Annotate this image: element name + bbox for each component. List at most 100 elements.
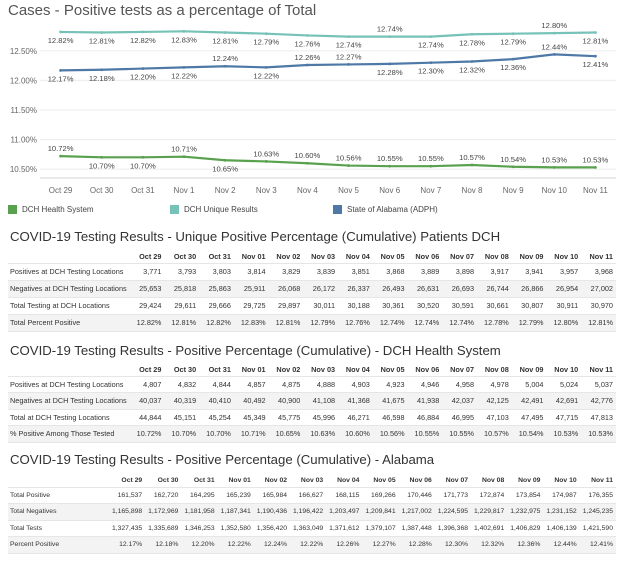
data-point[interactable] bbox=[182, 66, 186, 69]
table-cell: 29,611 bbox=[174, 301, 197, 310]
table-corner-cell bbox=[8, 363, 130, 376]
table-cell: 1,165,898 bbox=[109, 503, 146, 520]
column-header: Oct 30 bbox=[173, 364, 197, 374]
data-point[interactable] bbox=[264, 160, 268, 163]
table-cell: 25,653 bbox=[129, 280, 165, 297]
column-header: Oct 30 bbox=[157, 476, 179, 484]
table-cell: 1,209,841 bbox=[362, 503, 399, 520]
table-cell: 46,271 bbox=[347, 412, 370, 422]
data-point[interactable] bbox=[306, 63, 309, 67]
data-point[interactable] bbox=[429, 164, 433, 168]
data-point[interactable] bbox=[552, 52, 556, 56]
data-label: 12.32% bbox=[459, 65, 485, 74]
table-cell: 40,410 bbox=[199, 392, 234, 409]
table-cell: 1,187,341 bbox=[217, 503, 254, 520]
series-line-state-of-alabama-adph[interactable] bbox=[60, 53, 596, 72]
data-point[interactable] bbox=[388, 164, 392, 168]
data-point[interactable] bbox=[182, 29, 186, 33]
data-point[interactable] bbox=[100, 155, 104, 159]
data-point[interactable] bbox=[223, 64, 227, 68]
data-point[interactable] bbox=[594, 54, 597, 58]
data-point[interactable] bbox=[347, 164, 350, 167]
data-point[interactable] bbox=[223, 158, 227, 162]
data-point[interactable] bbox=[594, 31, 597, 34]
data-point[interactable] bbox=[223, 31, 227, 34]
table-row: Total Positive 161,537 162,720 164,295 165,2… bbox=[8, 487, 616, 504]
table-cell: 40,319 bbox=[164, 392, 200, 409]
table-cell: 1,406,139 bbox=[546, 524, 577, 532]
table-cell: 12.76% bbox=[338, 314, 373, 331]
row-label: Total Percent Positive bbox=[8, 314, 130, 331]
data-point[interactable] bbox=[100, 68, 104, 72]
table-cell: 42,691 bbox=[546, 392, 582, 409]
series-line-dch-health-system[interactable] bbox=[60, 155, 596, 169]
data-point[interactable] bbox=[347, 63, 350, 66]
legend-item-dch-unique-results[interactable]: DCH Unique Results bbox=[170, 205, 258, 214]
legend-swatch bbox=[333, 205, 342, 214]
data-label: 12.18% bbox=[89, 74, 115, 83]
table-cell: 5,004 bbox=[525, 379, 544, 389]
data-point[interactable] bbox=[388, 62, 392, 66]
data-point[interactable] bbox=[470, 163, 474, 167]
data-point[interactable] bbox=[264, 66, 268, 69]
table-cell: 12.22% bbox=[217, 536, 254, 553]
table-cell: 10.70% bbox=[199, 425, 234, 442]
table-cell: 3,814 bbox=[247, 267, 266, 276]
table-cell: 29,725 bbox=[243, 301, 266, 310]
table-cell: 41,938 bbox=[407, 392, 443, 409]
table-cell: 12.80% bbox=[546, 314, 582, 331]
data-point[interactable] bbox=[388, 35, 392, 39]
legend-item-dch-health-system[interactable]: DCH Health System bbox=[8, 205, 94, 214]
data-point[interactable] bbox=[182, 155, 186, 159]
column-header: Nov 01 bbox=[228, 476, 251, 484]
column-header: Nov 08 bbox=[484, 364, 509, 374]
data-point[interactable] bbox=[552, 31, 556, 35]
table-cell: 1,196,422 bbox=[290, 503, 327, 520]
table-cell: 46,598 bbox=[382, 412, 405, 422]
y-tick-label: 11.00% bbox=[10, 136, 37, 145]
table-title-dch-health-system: COVID-19 Testing Results - Positive Perc… bbox=[10, 343, 501, 358]
data-point[interactable] bbox=[59, 68, 62, 72]
data-point[interactable] bbox=[347, 35, 350, 39]
data-point[interactable] bbox=[59, 30, 62, 34]
table-cell: 27,002 bbox=[581, 280, 616, 297]
data-point[interactable] bbox=[141, 30, 145, 34]
table-cell: 30,807 bbox=[521, 301, 544, 310]
data-point[interactable] bbox=[100, 31, 104, 34]
table-cell: 41,368 bbox=[338, 392, 373, 409]
column-header: Oct 29 bbox=[139, 364, 162, 374]
column-header: Oct 31 bbox=[208, 364, 231, 374]
data-point[interactable] bbox=[511, 32, 515, 36]
column-header: Nov 07 bbox=[450, 364, 475, 374]
data-label: 10.63% bbox=[253, 149, 279, 158]
data-point[interactable] bbox=[306, 34, 309, 37]
data-label: 12.82% bbox=[130, 36, 156, 45]
data-point[interactable] bbox=[429, 35, 433, 39]
table-cell: 12.74% bbox=[372, 314, 408, 331]
data-point[interactable] bbox=[306, 161, 309, 165]
data-point[interactable] bbox=[429, 61, 433, 65]
table-cell: 162,720 bbox=[153, 491, 179, 499]
table-row: Percent Positive 12.17% 12.18% 12.20% 12.22%… bbox=[8, 536, 616, 553]
data-label: 12.36% bbox=[500, 63, 526, 72]
data-point[interactable] bbox=[470, 60, 474, 63]
data-point[interactable] bbox=[59, 154, 62, 158]
data-point[interactable] bbox=[141, 155, 145, 159]
legend-item-state-of-alabama[interactable]: State of Alabama (ADPH) bbox=[333, 205, 438, 214]
data-point[interactable] bbox=[264, 32, 268, 36]
data-point[interactable] bbox=[594, 165, 597, 169]
data-point[interactable] bbox=[470, 32, 474, 36]
row-label: Total Positive bbox=[10, 491, 51, 499]
data-point[interactable] bbox=[511, 165, 515, 169]
data-label: 10.72% bbox=[48, 144, 74, 153]
series-line-dch-unique-results[interactable] bbox=[60, 30, 596, 38]
data-point[interactable] bbox=[141, 67, 145, 70]
row-label: Total Tests bbox=[10, 524, 42, 532]
data-point[interactable] bbox=[511, 57, 515, 61]
table-cell: 26,631 bbox=[407, 280, 443, 297]
table-cell: 29,666 bbox=[208, 301, 231, 310]
data-label: 12.22% bbox=[171, 71, 197, 80]
data-point[interactable] bbox=[552, 165, 556, 169]
data-label: 12.30% bbox=[418, 67, 444, 76]
table-cell: 12.83% bbox=[233, 314, 269, 331]
